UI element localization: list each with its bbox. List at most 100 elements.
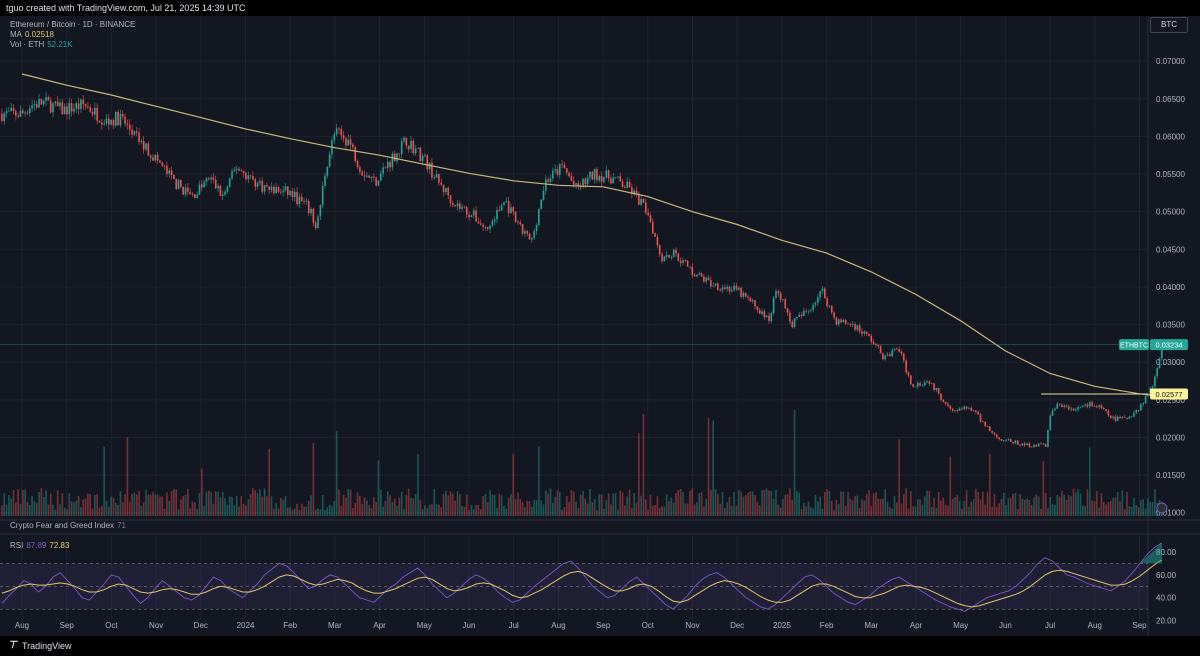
volume-bar — [916, 499, 919, 516]
volume-bar — [277, 508, 280, 516]
time-tick-label-20: Apr — [910, 621, 923, 630]
volume-bar — [240, 496, 243, 516]
volume-bar — [1058, 496, 1061, 516]
volume-bar — [823, 491, 826, 516]
volume-bar — [207, 490, 210, 516]
volume-bar — [114, 503, 117, 516]
volume-bar — [347, 489, 350, 516]
volume-bar — [22, 490, 24, 516]
volume-bar — [410, 497, 412, 516]
volume-bar — [740, 491, 742, 516]
volume-bar — [933, 498, 935, 516]
volume-bar — [549, 488, 552, 516]
volume-bar — [768, 490, 770, 516]
volume-bar — [447, 495, 450, 516]
volume-bar — [789, 488, 791, 516]
volume-bar — [621, 492, 624, 516]
volume-bar — [721, 492, 724, 516]
volume-bar — [40, 488, 43, 516]
volume-bar — [124, 494, 126, 516]
volume-bar — [958, 500, 961, 516]
volume-bar — [526, 500, 529, 516]
volume-bar — [405, 495, 408, 516]
volume-bar — [466, 494, 468, 516]
volume-bar — [54, 509, 57, 516]
volume-bar — [317, 508, 319, 516]
volume-bar — [668, 501, 670, 516]
volume-bar — [628, 489, 631, 516]
volume-bar — [173, 489, 175, 516]
volume-bar — [370, 508, 373, 516]
volume-bar — [561, 509, 563, 516]
volume-bar — [1154, 488, 1156, 516]
time-tick-label-12: Aug — [551, 621, 565, 630]
volume-bar — [624, 505, 626, 516]
volume-bar — [900, 503, 903, 516]
volume-bar — [791, 499, 794, 516]
volume-bar — [289, 506, 291, 516]
legend-ma-label: MA — [10, 30, 22, 39]
rsi-band-fill — [0, 563, 1148, 610]
volume-bar — [1047, 508, 1049, 516]
volume-bar — [891, 508, 893, 516]
volume-bar — [275, 503, 277, 516]
volume-bar — [658, 507, 661, 516]
volume-bar — [191, 501, 194, 516]
horizontal-level-tag — [1150, 388, 1188, 400]
volume-bar — [17, 489, 19, 516]
volume-bar — [712, 420, 715, 516]
volume-bar — [156, 494, 159, 516]
volume-bar — [675, 493, 677, 516]
volume-bar — [877, 498, 880, 516]
volume-bar — [10, 498, 12, 516]
volume-bar — [1030, 504, 1033, 516]
volume-bar — [73, 502, 75, 516]
volume-bar — [563, 507, 566, 516]
volume-bar — [858, 508, 861, 516]
volume-bar — [514, 498, 517, 516]
time-tick-label-17: 2025 — [773, 621, 791, 630]
volume-bar — [705, 499, 708, 516]
volume-bar — [486, 502, 489, 516]
volume-bar — [328, 504, 331, 516]
volume-bar — [314, 509, 317, 516]
rsi-tick-label-3: 20.00 — [1156, 617, 1177, 626]
volume-bar — [463, 506, 466, 516]
volume-bar — [1079, 493, 1082, 516]
volume-bar — [851, 500, 854, 516]
volume-bar — [1075, 492, 1077, 516]
footer-brand[interactable]: TradingView — [22, 641, 72, 651]
volume-bar — [879, 499, 882, 516]
volume-bar — [135, 494, 138, 516]
attribution-text: tguo created with TradingView.com, Jul 2… — [6, 3, 246, 13]
volume-bar — [649, 494, 652, 516]
time-tick-label-9: May — [417, 621, 432, 630]
volume-bar — [461, 506, 463, 516]
volume-bar — [979, 499, 982, 516]
volume-bar — [663, 506, 666, 516]
volume-bar — [1116, 492, 1119, 516]
volume-bar — [996, 506, 998, 516]
legend-rsi-value1: 87.89 — [26, 541, 47, 550]
volume-bar — [531, 506, 533, 516]
price-chart[interactable]: 0.07000 0.06500 0.06000 0.05500 0.05000 0.045… — [0, 16, 1200, 636]
time-tick-label-5: 2024 — [237, 621, 255, 630]
volume-bar — [826, 489, 828, 516]
volume-bar — [951, 498, 954, 516]
volume-bar — [77, 496, 80, 516]
volume-bar — [45, 490, 47, 516]
volume-bar — [352, 508, 354, 516]
volume-bar — [568, 501, 570, 516]
volume-bar — [1098, 507, 1100, 516]
volume-bar — [194, 502, 196, 516]
indicator-lightning-icon — [1156, 502, 1168, 514]
price-tick-label-9: 0.02500 — [1156, 396, 1185, 405]
scale-currency-button[interactable]: BTC — [1150, 17, 1188, 33]
volume-bar — [273, 508, 275, 516]
volume-bar — [565, 496, 568, 516]
volume-bar — [556, 490, 559, 516]
volume-bar — [235, 495, 238, 516]
volume-bar — [517, 492, 519, 516]
time-tick-label-13: Sep — [596, 621, 611, 630]
price-tick-label-1: 0.06500 — [1156, 95, 1185, 104]
